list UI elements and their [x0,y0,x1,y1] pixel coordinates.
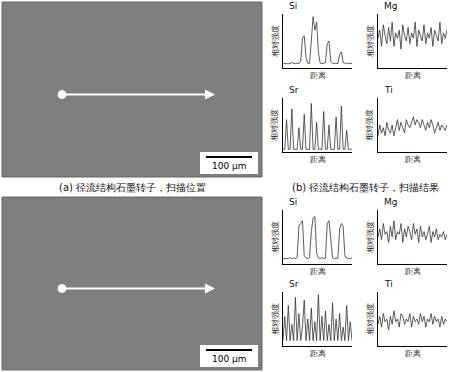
svg-text:100 μm: 100 μm [212,354,247,364]
svg-text:相对强度: 相对强度 [366,25,375,57]
svg-text:Sr: Sr [289,279,299,289]
svg-text:Ti: Ti [384,279,393,289]
svg-text:距离: 距离 [405,155,421,164]
svg-text:距离: 距离 [310,349,326,358]
svg-text:(b) 径流结构石墨转子，扫描结果: (b) 径流结构石墨转子，扫描结果 [292,182,439,193]
svg-text:距离: 距离 [405,349,421,358]
svg-text:距离: 距离 [310,155,326,164]
svg-text:相对强度: 相对强度 [366,221,375,253]
svg-text:(a) 径流结构石墨转子，扫描位置: (a) 径流结构石墨转子，扫描位置 [59,182,206,193]
svg-text:距离: 距离 [310,267,326,276]
svg-text:相对强度: 相对强度 [366,303,375,335]
svg-text:Si: Si [289,1,297,11]
svg-text:相对强度: 相对强度 [271,221,280,253]
svg-text:距离: 距离 [405,267,421,276]
svg-text:相对强度: 相对强度 [271,25,280,57]
svg-text:Mg: Mg [384,197,397,207]
svg-text:相对强度: 相对强度 [270,109,279,141]
svg-text:相对强度: 相对强度 [365,109,374,141]
svg-text:Sr: Sr [289,85,299,95]
svg-text:距离: 距离 [310,71,326,80]
svg-text:Ti: Ti [384,85,393,95]
svg-text:距离: 距离 [405,71,421,80]
svg-text:相对强度: 相对强度 [271,303,280,335]
svg-text:Si: Si [289,197,297,207]
svg-text:Mg: Mg [384,1,397,11]
svg-text:100 μm: 100 μm [212,161,247,171]
